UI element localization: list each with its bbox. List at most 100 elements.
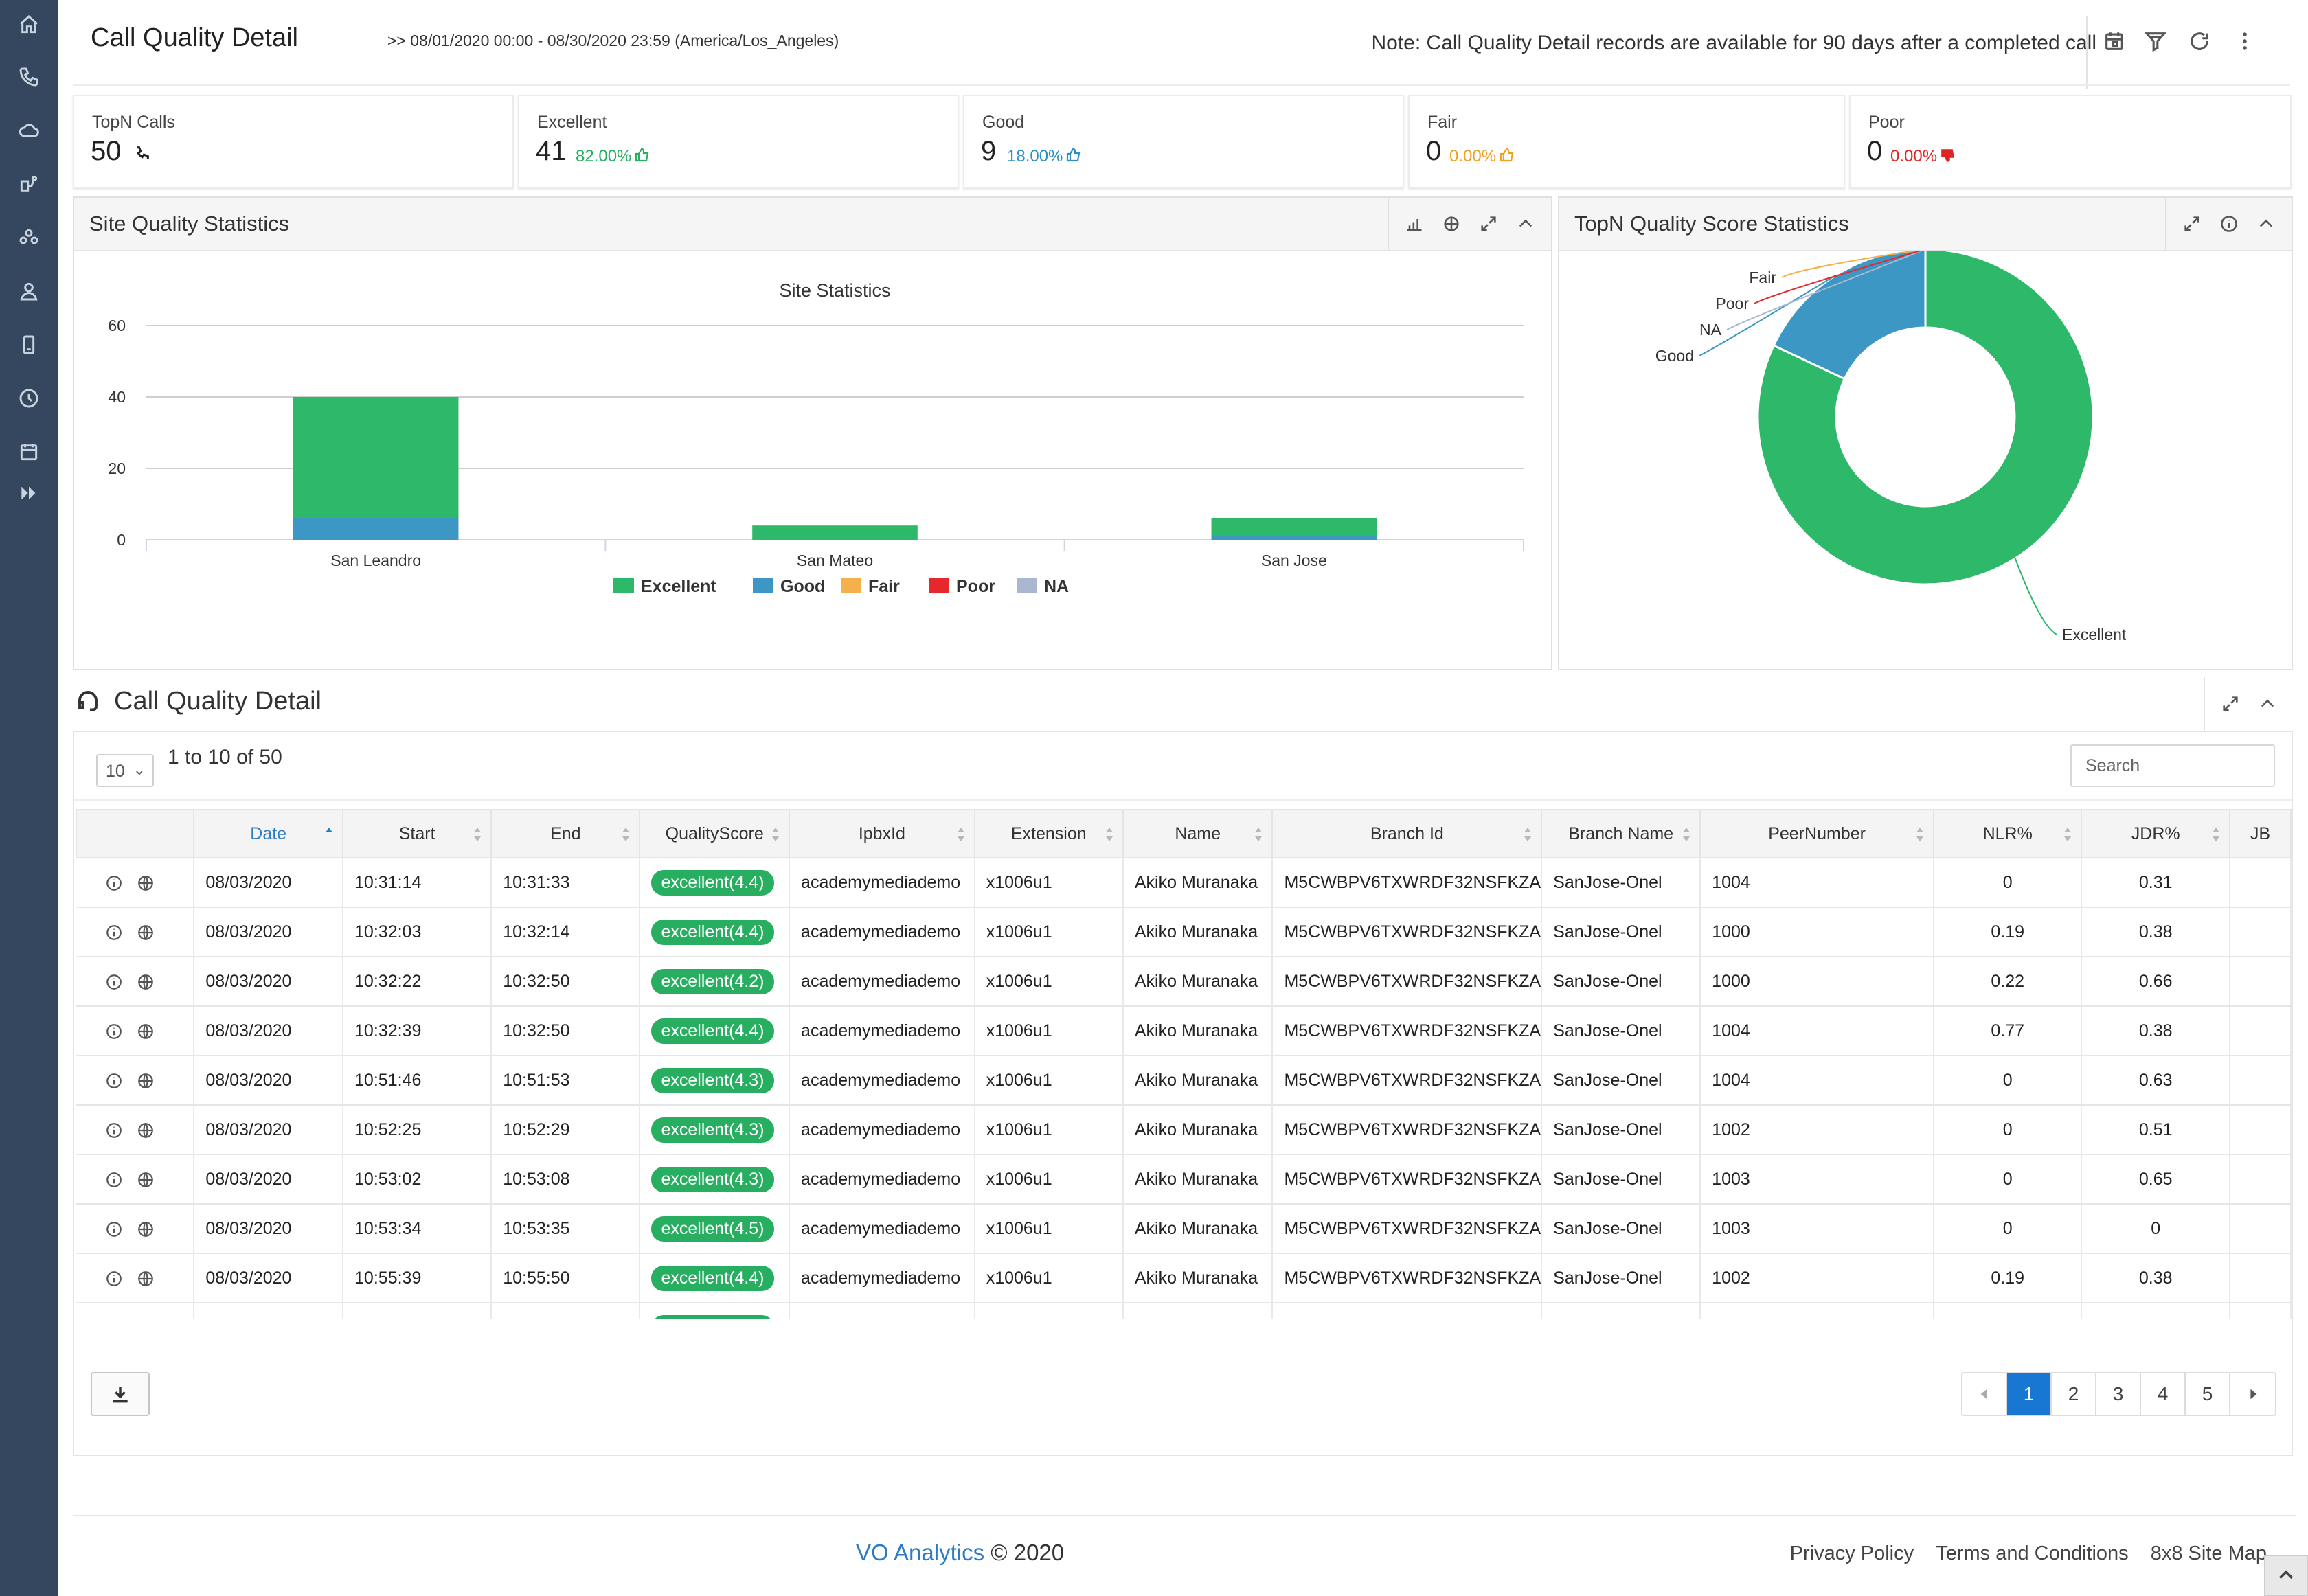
- column-header-date[interactable]: Date: [193, 809, 344, 858]
- page-button-1[interactable]: 1: [2007, 1373, 2052, 1415]
- column-header-start[interactable]: Start: [342, 809, 493, 858]
- collapse-icon[interactable]: [1507, 205, 1544, 242]
- bar-good-san-leandro[interactable]: [293, 518, 459, 540]
- table-row[interactable]: 08/03/2020 10:55:39 10:55:50 excellent(4.4)…: [76, 1253, 2292, 1303]
- sort-icon[interactable]: [1105, 825, 1114, 843]
- bar-excellent-san-leandro[interactable]: [293, 397, 459, 518]
- info-icon[interactable]: [105, 924, 123, 942]
- column-header-jb[interactable]: JB: [2228, 809, 2292, 858]
- sort-icon[interactable]: [621, 825, 631, 843]
- legend-swatch[interactable]: [753, 578, 773, 593]
- table-row[interactable]: 08/03/2020 10:53:02 10:53:08 excellent(4.3)…: [76, 1154, 2292, 1205]
- column-header-qualityscore[interactable]: QualityScore: [639, 809, 791, 858]
- page-size-select[interactable]: 10 ⌄: [96, 754, 154, 787]
- sort-icon[interactable]: [1523, 825, 1532, 843]
- info-icon[interactable]: [2210, 205, 2248, 242]
- globe-icon[interactable]: [137, 1072, 155, 1090]
- column-header-nlr[interactable]: NLR%: [1932, 809, 2083, 858]
- phone-nav-icon[interactable]: [14, 62, 44, 92]
- group-icon[interactable]: [14, 223, 44, 253]
- globe-icon[interactable]: [137, 924, 155, 942]
- table-row[interactable]: 08/03/2020 10:52:25 10:52:29 excellent(4.3)…: [76, 1105, 2292, 1155]
- globe-icon[interactable]: [137, 1121, 155, 1139]
- globe-icon[interactable]: [137, 973, 155, 991]
- info-icon[interactable]: [105, 973, 123, 991]
- legend-label-na[interactable]: NA: [1044, 577, 1069, 596]
- globe-icon[interactable]: [137, 1220, 155, 1238]
- table-row[interactable]: 08/03/2020 10:32:22 10:32:50 excellent(4.2)…: [76, 957, 2292, 1007]
- legend-label-excellent[interactable]: Excellent: [641, 577, 716, 596]
- bar-excellent-san-jose[interactable]: [1211, 518, 1377, 536]
- info-icon[interactable]: [105, 1270, 123, 1288]
- download-button[interactable]: [91, 1372, 150, 1416]
- table-row[interactable]: 08/03/2020 10:32:39 10:32:50 excellent(4.4)…: [76, 1006, 2292, 1056]
- device-icon[interactable]: [14, 330, 44, 360]
- sort-icon[interactable]: [1254, 825, 1263, 843]
- page-button-3[interactable]: 3: [2096, 1373, 2141, 1415]
- column-header-jdr[interactable]: JDR%: [2081, 809, 2230, 858]
- info-icon[interactable]: [105, 1171, 123, 1189]
- globe-icon[interactable]: [137, 1270, 155, 1288]
- info-icon[interactable]: [105, 1121, 123, 1139]
- sort-icon[interactable]: [2063, 825, 2072, 843]
- slice-good[interactable]: [1772, 251, 1927, 380]
- legend-swatch[interactable]: [613, 578, 634, 593]
- legend-swatch[interactable]: [1017, 578, 1037, 593]
- refresh-icon[interactable]: [2184, 26, 2215, 56]
- terms-link[interactable]: Terms and Conditions: [1936, 1542, 2129, 1564]
- sort-icon[interactable]: [1682, 825, 1691, 843]
- chart-type-icon[interactable]: [1433, 205, 1470, 242]
- prev-page-button[interactable]: [1962, 1373, 2007, 1415]
- legend-label-fair[interactable]: Fair: [868, 577, 900, 596]
- bar-good-san-jose[interactable]: [1211, 536, 1377, 540]
- column-header-branch-name[interactable]: Branch Name: [1541, 809, 1701, 858]
- calendar-icon[interactable]: [14, 437, 44, 467]
- table-row[interactable]: 08/03/2020 10:51:46 10:51:53 excellent(4.3)…: [76, 1056, 2292, 1106]
- search-input[interactable]: [2070, 744, 2275, 787]
- filter-icon[interactable]: [2140, 26, 2171, 56]
- bar-excellent-san-mateo[interactable]: [752, 525, 918, 540]
- globe-icon[interactable]: [137, 874, 155, 892]
- legend-swatch[interactable]: [841, 578, 861, 593]
- maximize-icon[interactable]: [2212, 685, 2249, 722]
- info-icon[interactable]: [105, 1023, 123, 1040]
- column-header-ipbxid[interactable]: IpbxId: [789, 809, 975, 858]
- home-icon[interactable]: [14, 10, 44, 40]
- info-icon[interactable]: [105, 1072, 123, 1090]
- legend-label-poor[interactable]: Poor: [956, 577, 995, 596]
- calendar-picker-icon[interactable]: [2099, 26, 2129, 56]
- privacy-policy-link[interactable]: Privacy Policy: [1789, 1542, 1914, 1564]
- legend-label-good[interactable]: Good: [780, 577, 825, 596]
- next-page-button[interactable]: [2230, 1373, 2275, 1415]
- scroll-to-top-button[interactable]: [2264, 1555, 2308, 1596]
- globe-icon[interactable]: [137, 1171, 155, 1189]
- maximize-icon[interactable]: [1470, 205, 1507, 242]
- clock-icon[interactable]: [14, 383, 44, 413]
- column-header-peernumber[interactable]: PeerNumber: [1699, 809, 1934, 858]
- sort-icon[interactable]: [1915, 825, 1925, 843]
- more-options-icon[interactable]: [2230, 26, 2260, 56]
- column-header-extension[interactable]: Extension: [973, 809, 1124, 858]
- column-header-branch-id[interactable]: Branch Id: [1271, 809, 1543, 858]
- info-icon[interactable]: [105, 1220, 123, 1238]
- expand-sidebar-icon[interactable]: [14, 478, 44, 508]
- slice-excellent[interactable]: [1756, 251, 2094, 586]
- sort-icon[interactable]: [956, 825, 966, 843]
- sort-icon[interactable]: [324, 825, 334, 843]
- info-icon[interactable]: [105, 874, 123, 892]
- brand-link[interactable]: VO Analytics: [856, 1540, 985, 1565]
- maximize-icon[interactable]: [2173, 205, 2210, 242]
- table-row[interactable]: 08/03/2020 10:32:03 10:32:14 excellent(4.4)…: [76, 907, 2292, 957]
- legend-swatch[interactable]: [929, 578, 949, 593]
- collapse-icon[interactable]: [2249, 685, 2286, 722]
- column-header-end[interactable]: End: [490, 809, 641, 858]
- sort-icon[interactable]: [771, 825, 780, 843]
- table-row[interactable]: 08/03/2020 10:53:34 10:53:35 excellent(4.5)…: [76, 1204, 2292, 1254]
- page-button-5[interactable]: 5: [2186, 1373, 2230, 1415]
- page-button-2[interactable]: 2: [2052, 1373, 2096, 1415]
- page-button-4[interactable]: 4: [2141, 1373, 2186, 1415]
- network-icon[interactable]: [14, 169, 44, 199]
- site-map-link[interactable]: 8x8 Site Map: [2150, 1542, 2267, 1564]
- user-icon[interactable]: [14, 276, 44, 306]
